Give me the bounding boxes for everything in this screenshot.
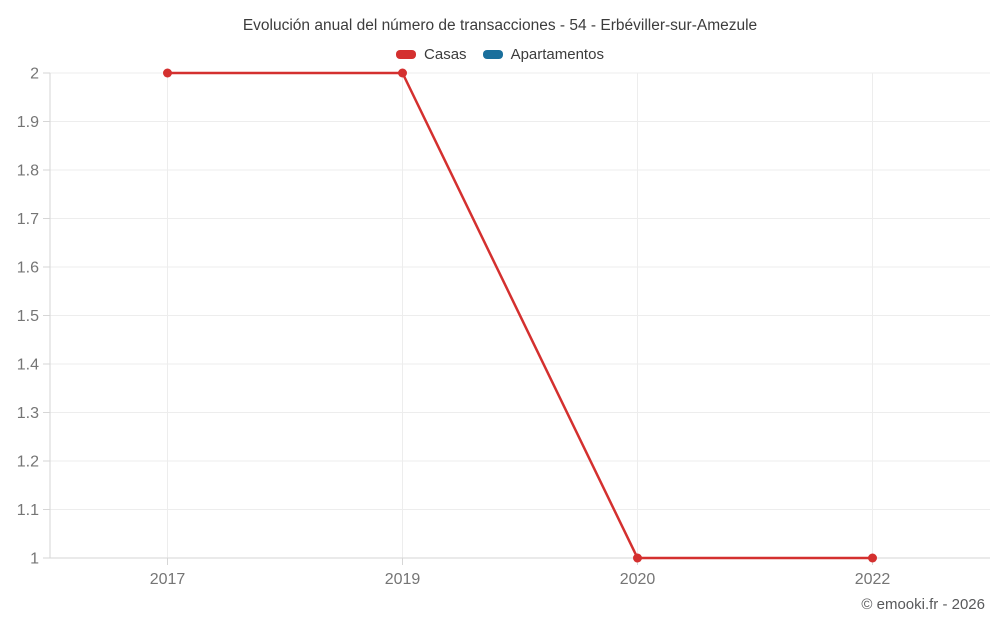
legend-item-casas[interactable]: Casas	[396, 46, 467, 63]
data-point-casas-2020[interactable]	[633, 553, 642, 563]
y-axis-label: 2	[30, 66, 39, 83]
legend-item-apartamentos[interactable]: Apartamentos	[482, 46, 604, 63]
x-axis-label: 2017	[150, 571, 186, 588]
series-line-casas	[166, 71, 874, 560]
y-axis-label: 1.1	[17, 502, 39, 519]
data-point-casas-2022[interactable]	[868, 553, 877, 563]
y-axis-label: 1.6	[17, 260, 39, 277]
legend-swatch-casas	[396, 50, 417, 59]
y-axis-label: 1.4	[17, 357, 39, 374]
data-point-casas-2019[interactable]	[398, 68, 407, 78]
chart-title: Evolución anual del número de transaccio…	[242, 17, 758, 34]
data-point-casas-2017[interactable]	[163, 68, 172, 78]
legend-label-casas: Casas	[424, 46, 467, 63]
x-axis-label: 2020	[620, 571, 656, 588]
y-axis-label: 1.5	[17, 308, 39, 325]
y-axis-label: 1.9	[17, 114, 39, 131]
y-axis-label: 1.2	[17, 454, 39, 471]
y-axis-label: 1.7	[17, 211, 39, 228]
legend: Casas Apartamentos	[0, 46, 1000, 63]
copyright: © emooki.fr - 2026	[861, 596, 985, 613]
legend-label-apartamentos: Apartamentos	[510, 46, 604, 63]
y-axis-label: 1.3	[17, 405, 39, 422]
x-axis-label: 2019	[385, 571, 421, 588]
x-axis-label: 2022	[855, 571, 891, 588]
y-axis-label: 1.8	[17, 163, 39, 180]
legend-swatch-apartamentos	[482, 50, 503, 59]
y-axis-label: 1	[30, 551, 39, 568]
